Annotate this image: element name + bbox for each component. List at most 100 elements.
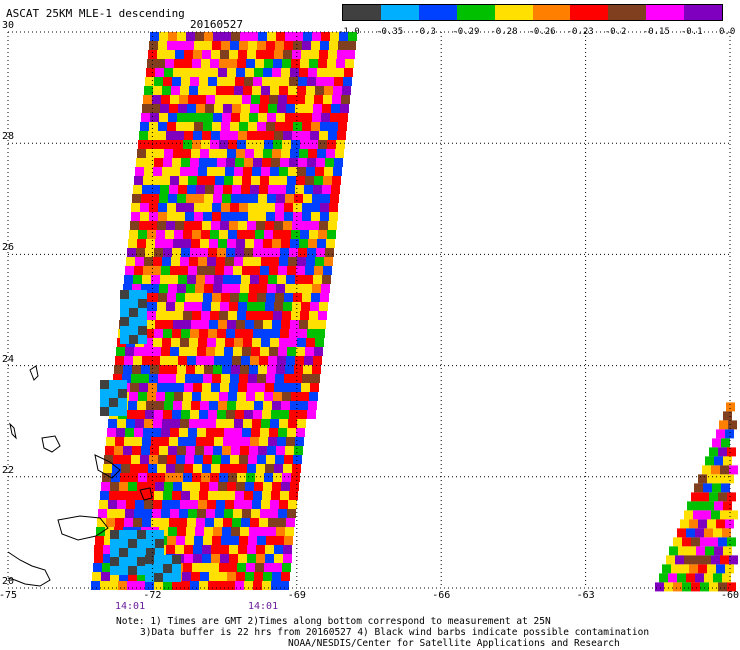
wind-cell (146, 239, 155, 248)
wind-cell (157, 464, 166, 473)
wind-cell (334, 77, 343, 86)
wind-cell (172, 248, 181, 257)
wind-cell (279, 419, 288, 428)
wind-cell (211, 383, 220, 392)
wind-cell (206, 176, 215, 185)
wind-cell (205, 275, 214, 284)
wind-cell (329, 212, 338, 221)
wind-cell (120, 335, 129, 344)
wind-cell (215, 428, 224, 437)
wind-cell (677, 573, 686, 583)
wind-cell (172, 491, 181, 500)
wind-cell (158, 41, 167, 50)
wind-cell (220, 221, 229, 230)
wind-cell (146, 539, 155, 548)
wind-cell (117, 500, 126, 509)
color-scale-swatch (646, 5, 685, 20)
wind-cell (132, 446, 141, 455)
wind-cell (202, 464, 211, 473)
wind-cell (278, 428, 287, 437)
wind-cell (341, 95, 350, 104)
wind-cell (168, 365, 177, 374)
wind-cell (716, 474, 725, 484)
wind-cell (157, 131, 166, 140)
wind-cell (266, 122, 275, 131)
wind-cell (282, 140, 291, 149)
wind-cell (120, 317, 129, 326)
wind-cell (123, 284, 132, 293)
wind-cell (231, 446, 240, 455)
wind-cell (262, 410, 271, 419)
wind-cell (278, 347, 287, 356)
wind-cell (196, 437, 205, 446)
wind-cell (222, 446, 231, 455)
wind-cell (167, 293, 176, 302)
wind-cell (253, 491, 262, 500)
wind-cell (195, 113, 204, 122)
wind-cell (177, 284, 186, 293)
wind-cell (274, 302, 283, 311)
wind-cell (226, 248, 235, 257)
wind-cell (705, 546, 714, 556)
wind-cell (709, 492, 718, 502)
wind-cell (237, 563, 246, 572)
wind-cell (174, 473, 183, 482)
wind-cell (334, 158, 343, 167)
wind-cell (273, 230, 282, 239)
wind-cell (186, 446, 195, 455)
wind-cell (231, 194, 240, 203)
wind-cell (296, 428, 305, 437)
wind-cell (199, 158, 208, 167)
wind-cell (232, 518, 241, 527)
wind-cell (209, 149, 218, 158)
wind-cell (252, 257, 261, 266)
wind-cell (104, 536, 113, 545)
wind-cell (234, 167, 243, 176)
wind-cell (292, 50, 301, 59)
wind-cell (295, 356, 304, 365)
wind-cell (257, 203, 266, 212)
wind-cell (190, 329, 199, 338)
wind-cell (179, 176, 188, 185)
wind-cell (220, 50, 229, 59)
wind-cell (145, 248, 154, 257)
wind-cell (253, 77, 262, 86)
wind-cell (192, 392, 201, 401)
wind-cell (182, 239, 191, 248)
wind-cell (144, 338, 153, 347)
wind-cell (242, 509, 251, 518)
wind-cell (267, 527, 276, 536)
wind-cell (182, 68, 191, 77)
wind-cell (142, 518, 151, 527)
wind-cell (158, 293, 167, 302)
wind-cell (264, 140, 273, 149)
wind-cell (184, 50, 193, 59)
wind-cell (192, 563, 201, 572)
wind-cell (226, 581, 235, 590)
wind-cell (245, 572, 254, 581)
wind-cell (241, 356, 250, 365)
wind-cell (184, 131, 193, 140)
wind-cell (192, 59, 201, 68)
wind-cell (249, 527, 258, 536)
wind-cell (175, 302, 184, 311)
wind-cell (260, 509, 269, 518)
color-scale-label: -0.35 (376, 27, 404, 37)
wind-cell (300, 311, 309, 320)
wind-cell (307, 410, 316, 419)
wind-cell (280, 158, 289, 167)
wind-cell (280, 581, 289, 590)
wind-cell (131, 455, 140, 464)
wind-cell (316, 248, 325, 257)
wind-cell (154, 491, 163, 500)
wind-cell (298, 77, 307, 86)
wind-cell (262, 77, 271, 86)
wind-cell (151, 185, 160, 194)
wind-cell (309, 140, 318, 149)
wind-cell (186, 113, 195, 122)
wind-cell (283, 545, 292, 554)
wind-cell (212, 212, 221, 221)
wind-cell (184, 302, 193, 311)
wind-cell (100, 380, 109, 389)
wind-cell (711, 510, 720, 520)
